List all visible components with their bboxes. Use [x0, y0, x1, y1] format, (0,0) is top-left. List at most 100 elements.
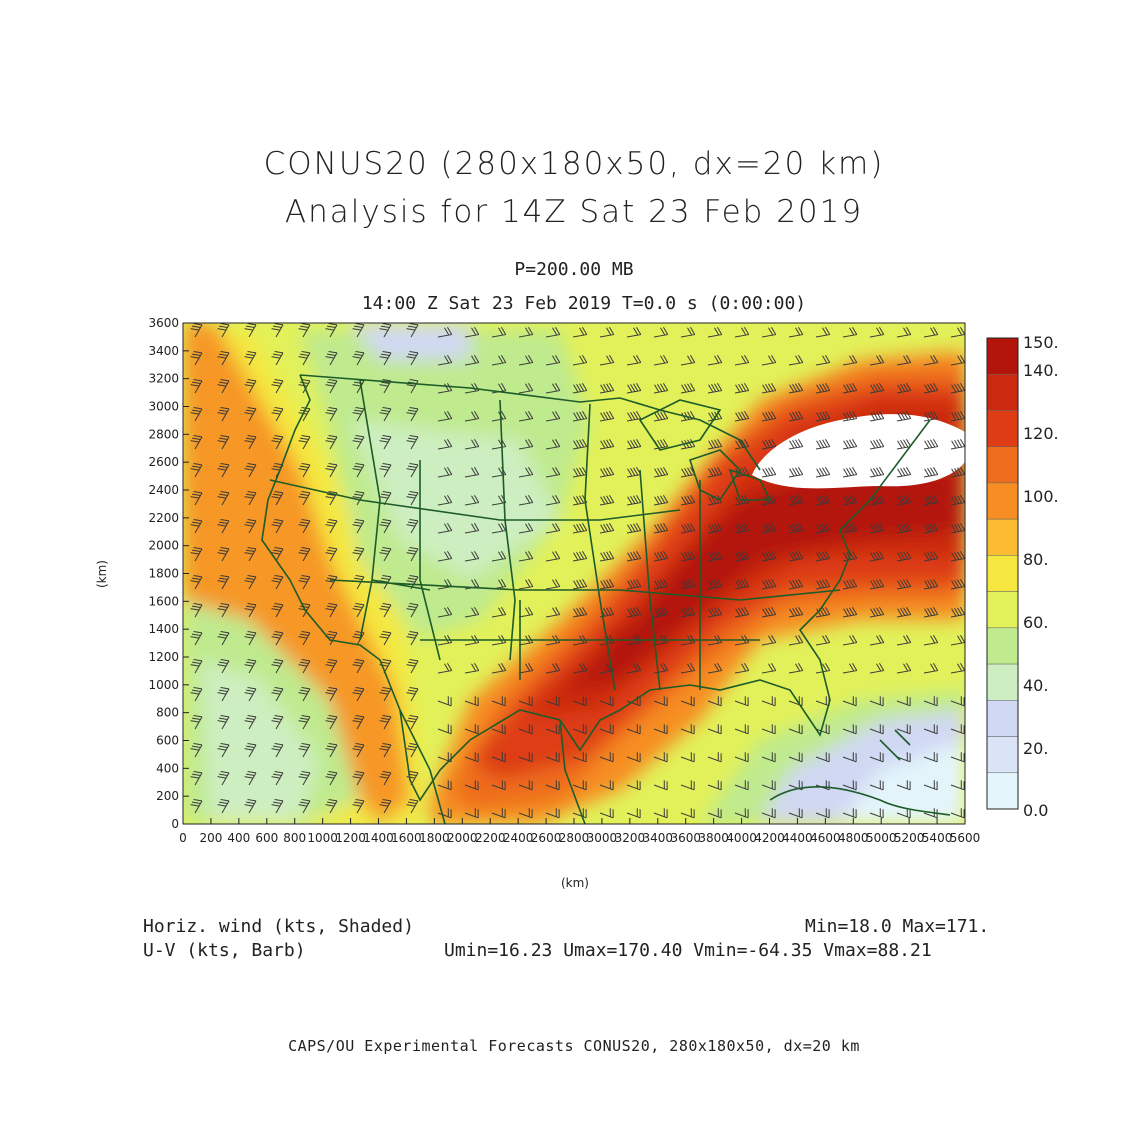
y-tick-label: 2800: [148, 427, 179, 441]
wind-barb: [761, 326, 777, 338]
wind-barb: [707, 550, 723, 562]
wind-barb: [244, 686, 257, 702]
wind-barb: [464, 752, 479, 763]
wind-barb: [734, 808, 749, 819]
wind-barb: [464, 696, 479, 707]
wind-barb: [842, 550, 858, 562]
y-tick-label: 3200: [148, 372, 179, 386]
wind-barb: [707, 780, 722, 791]
wind-barb: [896, 578, 912, 590]
colorbar-swatch: [986, 482, 1019, 520]
wind-barb: [217, 462, 230, 478]
wind-barb: [599, 494, 615, 506]
wind-barb: [244, 658, 257, 674]
wind-barb: [352, 798, 365, 814]
wind-barb: [734, 752, 749, 763]
wind-barb: [464, 724, 479, 735]
wind-barb: [325, 323, 338, 338]
colorbar-label: 80.: [1023, 550, 1048, 569]
wind-barb: [572, 354, 588, 366]
colorbar-swatch: [986, 663, 1019, 701]
wind-barb: [406, 462, 419, 478]
wind-barb: [653, 808, 668, 819]
wind-barb: [464, 550, 480, 562]
wind-barb: [464, 522, 480, 534]
y-tick-label: 3400: [148, 344, 179, 358]
wind-barb: [869, 326, 885, 338]
wind-barb: [464, 780, 479, 791]
wind-barb: [437, 780, 452, 791]
wind-barb: [653, 662, 669, 674]
y-tick-label: 1600: [148, 594, 179, 608]
wind-barb: [734, 606, 750, 618]
wind-barb: [271, 798, 284, 814]
x-tick-label: 3000: [587, 831, 618, 845]
wind-barb: [680, 382, 696, 394]
colorbar-swatch: [986, 555, 1019, 592]
wind-barb: [244, 770, 257, 786]
wind-barb: [244, 546, 257, 562]
wind-barb: [572, 326, 588, 338]
wind-barb: [869, 354, 885, 366]
wind-barb: [680, 522, 696, 534]
wind-barb: [325, 602, 338, 618]
wind-barb: [545, 780, 560, 791]
wind-barb: [599, 438, 615, 450]
x-tick-label: 3400: [643, 831, 674, 845]
wind-barb: [217, 574, 230, 590]
wind-barb: [788, 724, 803, 735]
wind-barb: [626, 808, 641, 819]
wind-barb: [217, 378, 230, 394]
wind-barb: [325, 658, 338, 674]
wind-barb: [842, 606, 858, 618]
colorbar-label: 150.: [1023, 333, 1059, 352]
geographic-boundaries: [261, 374, 951, 824]
wind-barb: [190, 434, 203, 450]
wind-barb: [626, 382, 642, 394]
wind-barb: [298, 462, 311, 478]
wind-barb: [599, 550, 615, 562]
wind-barb: [707, 808, 722, 819]
wind-barb: [842, 634, 858, 646]
wind-barb: [626, 780, 641, 791]
wind-barb: [842, 662, 858, 674]
wind-barb: [217, 406, 230, 422]
wind-barb: [734, 662, 750, 674]
wind-barb: [869, 752, 884, 763]
wind-barb: [923, 382, 939, 394]
y-tick-label: 1000: [148, 678, 179, 692]
colorbar-frame: [986, 337, 1019, 810]
wind-barb: [896, 696, 911, 707]
wind-barb: [298, 490, 311, 506]
wind-barb: [437, 724, 452, 735]
wind-barb: [406, 742, 419, 758]
wind-barb: [572, 550, 588, 562]
wind-barb: [491, 326, 507, 338]
wind-barb: [653, 466, 669, 478]
wind-barb: [545, 606, 561, 618]
wind-barb: [217, 770, 230, 786]
wind-barb: [244, 714, 257, 730]
wind-barb: [437, 696, 452, 707]
wind-barb: [869, 808, 884, 819]
wind-barb: [298, 742, 311, 758]
colorbar-swatch: [986, 373, 1019, 411]
x-axis-label: (km): [561, 876, 589, 890]
wind-barb: [190, 770, 203, 786]
wind-barb: [545, 410, 561, 422]
legend-shaded-label: Horiz. wind (kts, Shaded): [143, 916, 414, 937]
wind-barb: [491, 752, 506, 763]
wind-barb: [842, 382, 858, 394]
x-tick-label: 3600: [670, 831, 701, 845]
wind-barb: [406, 350, 419, 366]
wind-barb: [680, 724, 695, 735]
wind-barb: [325, 434, 338, 450]
wind-barb: [626, 662, 642, 674]
wind-barb: [707, 724, 722, 735]
wind-barb: [896, 752, 911, 763]
wind-barb: [626, 578, 642, 590]
wind-barb: [518, 522, 534, 534]
jet-core-region: [752, 414, 965, 489]
wind-barb: [626, 326, 642, 338]
wind-barb: [464, 606, 480, 618]
